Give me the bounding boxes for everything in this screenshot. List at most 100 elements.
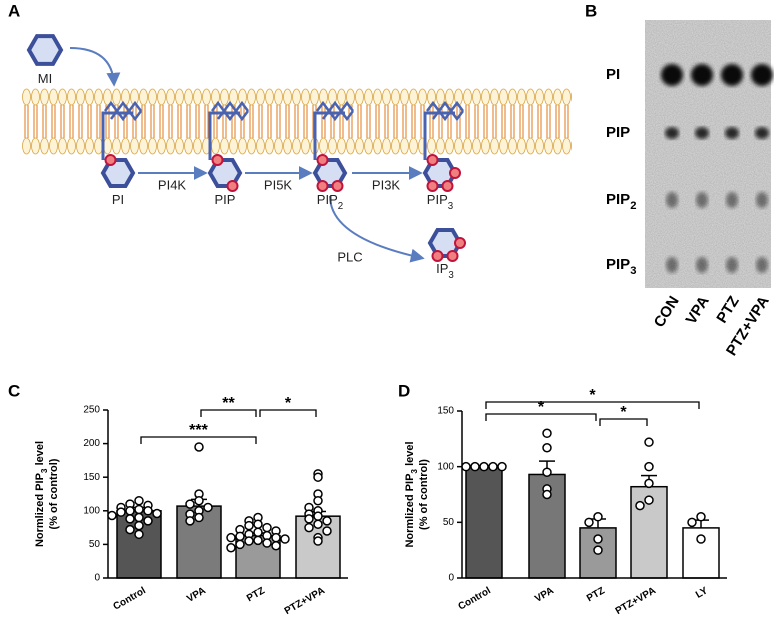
lipid-tail [432,108,464,122]
phosphate [426,179,439,192]
lipid-tail [316,100,354,114]
enzyme-label: PLC [337,249,362,264]
data-point [194,512,204,523]
blot-lane-label: VPA [683,293,713,327]
molecule-label: PIP3 [427,192,453,212]
significance-label: * [538,399,545,416]
data-point [134,512,144,523]
molecule-label-sub: 2 [338,201,343,212]
data-point [687,517,697,528]
blot-row-label-sub: 2 [630,200,636,212]
blot-spots [661,64,773,273]
pathway [26,34,466,263]
y-label-sub: 3 [40,468,49,473]
x-tick-label: Control [457,585,493,612]
significance-label: *** [189,422,208,439]
data-point [235,539,245,550]
data-point [593,545,603,555]
data-point [313,472,323,482]
molecule-label-base: MI [38,71,52,86]
y-tick-label: 50 [89,539,101,550]
data-point [185,516,195,526]
significance-label: * [589,387,596,404]
lipid-tail [426,100,464,114]
panel-label: D [398,381,410,400]
panel-label: C [8,381,20,400]
molecule-label-base: PIP [215,192,236,207]
data-point [107,510,117,521]
phosphate [316,179,329,192]
molecule-label-base: PIP [427,192,448,207]
blot-row-label-base: PIP [606,191,630,208]
panel-label: A [8,1,20,20]
data-point [497,461,507,472]
y-label-after: level [34,441,46,469]
y-axis-label: (% of control) [48,458,60,529]
data-point [313,511,323,521]
data-point [593,512,603,522]
y-tick-label: 0 [94,573,100,584]
molecule-label-base: PI [112,192,124,207]
molecule-label: MI [38,71,52,86]
blot-lane-label: CON [651,293,683,330]
x-tick-label: PTZ+VPA [283,585,327,617]
y-axis-label: Normlized PIP3 level [34,441,49,547]
phosphate [441,179,454,192]
y-label-sub: 3 [410,469,419,474]
lipid-tail [211,100,249,114]
data-point [262,522,272,533]
hexagon [100,158,136,188]
blot-lane-label: PTZ [713,293,742,326]
data-point [644,437,654,447]
x-tick-label: Control [112,585,148,612]
blot-noise [645,20,771,288]
x-tick-label: VPA [185,585,208,604]
x-tick-label: VPA [533,585,556,604]
y-tick-label: 100 [83,505,100,516]
data-point [304,522,314,533]
significance-bracket [599,418,648,426]
x-tick-label: PTZ [245,585,267,604]
blot-spot [726,192,738,208]
phosphate [226,179,239,192]
molecule-label: PIP2 [317,192,343,212]
phosphate [431,249,444,262]
data-point [696,512,706,522]
phosphate [211,154,224,167]
y-tick-label: 150 [437,406,454,417]
molecule-label: IP3 [436,261,454,281]
phosphate [316,154,329,167]
data-point [542,442,552,453]
arrow [329,195,425,263]
membrane [22,86,572,156]
blot-spot [755,127,769,139]
x-tick-label: PTZ+VPA [614,585,658,617]
data-point [125,506,135,516]
lipid-tail [208,111,240,160]
data-point [253,519,263,529]
enzyme-label: PI5K [264,177,293,192]
data-point [271,540,281,551]
data-point [194,495,204,506]
data-point [696,534,706,544]
blot-row-label-sub: 3 [630,265,636,277]
blot-spot [756,257,768,273]
significance-bracket [259,409,317,417]
y-tick-label: 50 [443,517,455,528]
enzyme-label: PI4K [158,177,187,192]
hexagon [26,34,64,66]
molecule-label: PIP [215,192,236,207]
data-point [253,535,263,546]
y-label-base: Normlized PIP [404,474,416,548]
blot-spot [666,257,678,273]
data-point [313,536,323,546]
data-point [322,526,332,536]
data-point [143,506,153,516]
blot-spot [756,192,768,208]
data-point [134,495,144,506]
enzyme-label: PI3K [372,177,401,192]
data-point [304,514,314,524]
y-tick-label: 150 [83,472,100,483]
